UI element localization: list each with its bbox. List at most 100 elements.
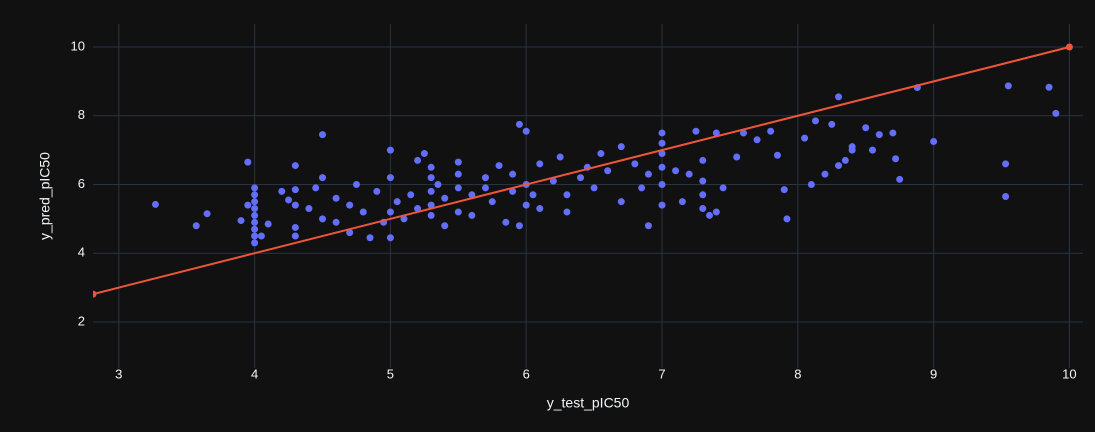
point (536, 160, 544, 168)
point (454, 158, 462, 166)
point (597, 150, 605, 158)
point (468, 191, 476, 199)
point (644, 170, 652, 178)
point (672, 167, 680, 175)
point (801, 134, 809, 142)
point (753, 136, 761, 144)
point (305, 205, 313, 213)
point (468, 211, 476, 219)
point (332, 218, 340, 226)
point (93, 290, 97, 298)
point (1065, 43, 1073, 51)
point (658, 139, 666, 147)
point (930, 138, 938, 146)
point (291, 232, 299, 240)
point (773, 151, 781, 159)
point (495, 162, 503, 170)
point (848, 143, 856, 151)
point (244, 158, 252, 166)
y-tick-label: 2 (78, 313, 85, 328)
point (590, 184, 598, 192)
point (604, 167, 612, 175)
point (481, 184, 489, 192)
point (522, 127, 530, 135)
point (251, 211, 259, 219)
point (719, 184, 727, 192)
point (251, 198, 259, 206)
point (291, 186, 299, 194)
point (699, 191, 707, 199)
grid (93, 24, 1083, 368)
x-tick-label: 3 (115, 366, 122, 381)
point (644, 222, 652, 230)
point (251, 225, 259, 233)
point (251, 184, 259, 192)
point (359, 208, 367, 216)
point (835, 93, 843, 101)
point (783, 215, 791, 223)
point (617, 198, 625, 206)
x-tick-label: 9 (930, 366, 937, 381)
point (699, 177, 707, 185)
point (617, 143, 625, 151)
point (420, 150, 428, 158)
point (706, 211, 714, 219)
point (264, 220, 272, 228)
point (821, 170, 829, 178)
x-tick-label: 4 (251, 366, 258, 381)
point (536, 205, 544, 213)
point (151, 200, 159, 208)
point (192, 222, 200, 230)
point (251, 205, 259, 213)
point (502, 218, 510, 226)
point (441, 222, 449, 230)
point (515, 222, 523, 230)
point (658, 201, 666, 209)
point (685, 170, 693, 178)
point (352, 180, 360, 188)
point (251, 191, 259, 199)
point (454, 170, 462, 178)
x-axis-title: y_test_pIC50 (547, 395, 630, 411)
point (291, 201, 299, 209)
point (658, 180, 666, 188)
point (563, 191, 571, 199)
point (862, 124, 870, 132)
point (319, 215, 327, 223)
point (509, 170, 517, 178)
point (319, 131, 327, 139)
point (407, 191, 415, 199)
point (346, 201, 354, 209)
point (393, 198, 401, 206)
y-tick-label: 10 (71, 38, 85, 53)
y-tick-label: 8 (78, 107, 85, 122)
point (515, 120, 523, 128)
point (1052, 109, 1060, 117)
y-tick-label: 4 (78, 245, 85, 260)
point (481, 174, 489, 182)
point (658, 129, 666, 137)
point (712, 208, 720, 216)
point (780, 186, 788, 194)
point (427, 187, 435, 195)
x-tick-label: 6 (523, 366, 530, 381)
point (414, 156, 422, 164)
point (835, 162, 843, 170)
point (658, 150, 666, 158)
point (386, 174, 394, 182)
point (549, 177, 557, 185)
point (488, 198, 496, 206)
point (509, 187, 517, 195)
point (712, 129, 720, 137)
point (875, 131, 883, 139)
point (563, 208, 571, 216)
point (522, 201, 530, 209)
point (386, 234, 394, 242)
point (346, 229, 354, 237)
point (237, 217, 245, 225)
point (285, 196, 293, 204)
x-tick-label: 8 (794, 366, 801, 381)
point (739, 129, 747, 137)
